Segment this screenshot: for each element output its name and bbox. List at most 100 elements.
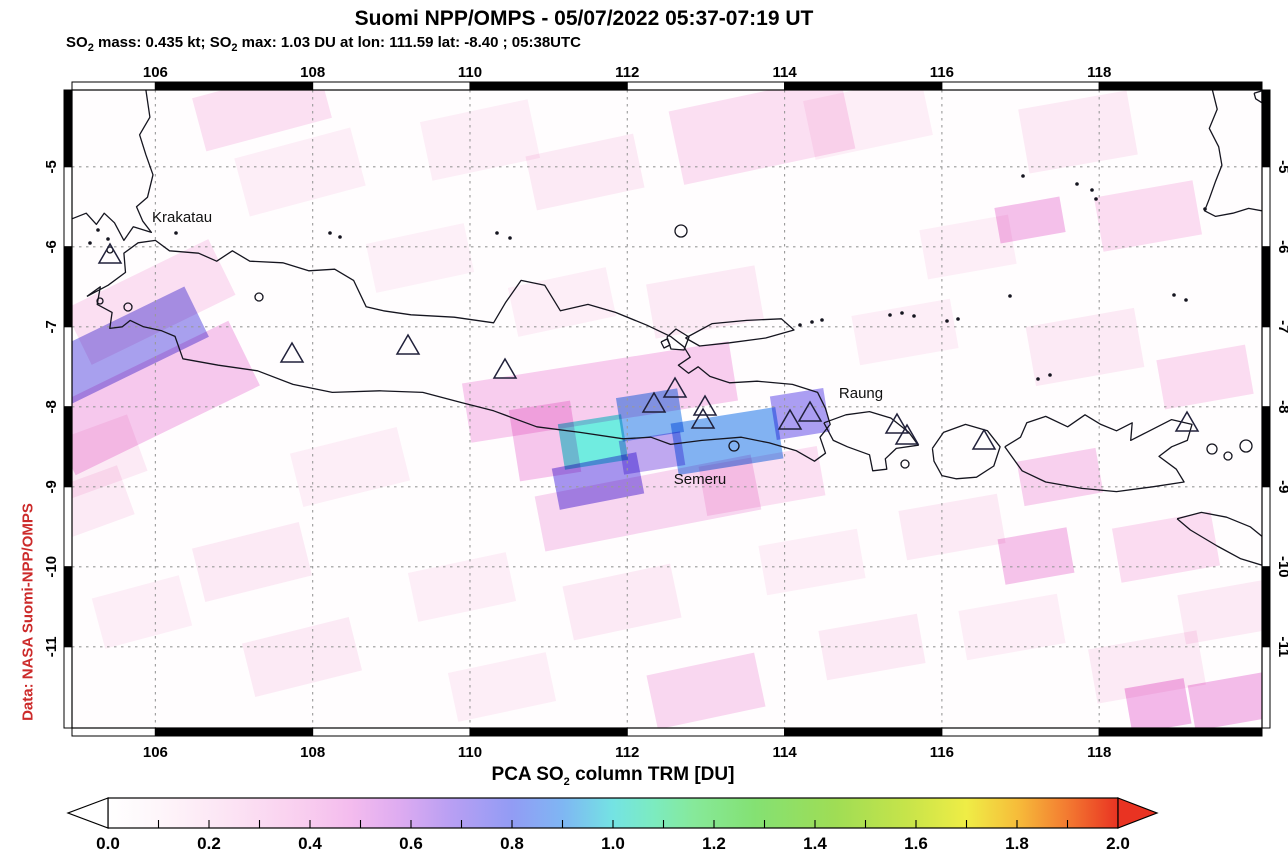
axis-tick-label: -9 — [43, 480, 60, 493]
so2-patch — [525, 133, 645, 211]
colorbar-tick-label: 1.2 — [702, 834, 726, 853]
axis-tick-label: -5 — [43, 160, 60, 173]
border-band-left — [63, 166, 73, 248]
islet-dot — [1075, 182, 1079, 186]
islet-dot — [174, 231, 178, 235]
so2-patch — [1111, 511, 1221, 583]
so2-patch — [758, 528, 866, 596]
border-band-bottom — [1098, 727, 1263, 737]
border-band-top — [71, 81, 156, 91]
coastline-islet — [666, 328, 690, 351]
islet-dot — [106, 237, 110, 241]
so2-patch — [91, 575, 193, 649]
so2-patch — [1177, 579, 1262, 645]
volcano-marker — [97, 242, 123, 264]
so2-patch — [615, 388, 685, 442]
border-band-bottom — [626, 727, 786, 737]
border-band-left — [63, 89, 73, 168]
border-band-right — [1261, 486, 1271, 568]
volcano-marker — [692, 394, 718, 416]
figure-title: Suomi NPP/OMPS - 05/07/2022 05:37-07:19 … — [354, 7, 814, 30]
coastline — [72, 90, 154, 242]
islet-outline — [123, 302, 133, 312]
volcano-label: Semeru — [674, 471, 727, 488]
so2-patch — [241, 617, 363, 697]
islet-dot — [1048, 373, 1052, 377]
border-band-left — [63, 486, 73, 568]
text-part: mass: 0.435 kt; SO — [93, 34, 232, 51]
islet-outline — [96, 297, 104, 305]
volcano-label: Krakatau — [152, 209, 212, 226]
border-band-bottom — [941, 727, 1100, 737]
gridlines — [72, 90, 1262, 728]
coastline-layer — [72, 90, 1262, 566]
axis-tick-label: 110 — [458, 744, 482, 761]
map-frame — [71, 89, 1263, 729]
so2-patch — [191, 522, 313, 602]
islet-dot — [810, 320, 814, 324]
axis-tick-label: 106 — [143, 64, 168, 81]
so2-patch — [365, 223, 475, 293]
so2-patch — [1018, 90, 1138, 174]
border-band-right — [1261, 246, 1271, 328]
volcano-label: Raung — [839, 385, 883, 402]
so2-patch — [851, 298, 959, 366]
islet-dot — [1184, 298, 1188, 302]
so2-patch — [1025, 307, 1145, 387]
border-band-left — [63, 326, 73, 408]
axis-tick-label: 108 — [300, 744, 325, 761]
colorbar-overflow-arrow — [1117, 797, 1159, 829]
border-band-right — [1261, 566, 1271, 648]
coastline — [823, 410, 919, 472]
border-band-right — [1261, 406, 1271, 488]
border-band-top — [154, 81, 314, 91]
islet-outline — [900, 459, 910, 469]
text-part: PCA SO — [491, 764, 564, 785]
so2-patch — [507, 267, 617, 337]
volcano-marker — [279, 341, 305, 363]
border-band-left — [63, 646, 73, 729]
border-band-bottom — [312, 727, 471, 737]
volcano-marker — [884, 412, 910, 434]
volcano-marker — [971, 428, 997, 450]
coastline — [931, 423, 1001, 480]
axis-tick-label: 114 — [772, 744, 797, 761]
islet-outline — [674, 224, 688, 238]
so2-patch — [1156, 344, 1254, 410]
axis-tick-label: -7 — [43, 320, 60, 333]
islet-dot — [912, 314, 916, 318]
so2-patch — [898, 493, 1006, 561]
colorbar-tick-label: 1.6 — [904, 834, 928, 853]
volcano-marker — [1174, 410, 1200, 432]
coastline — [685, 318, 795, 347]
axis-tick-label: 116 — [930, 64, 954, 81]
subscript: 2 — [231, 42, 238, 54]
so2-patch — [447, 652, 557, 722]
volcano-marker — [395, 333, 421, 355]
text-part: column TRM [DU] — [569, 764, 735, 785]
volcano-marker — [797, 400, 823, 422]
islet-outline — [1206, 443, 1218, 455]
so2-patch — [419, 99, 541, 181]
border-band-left — [63, 406, 73, 488]
islet-dot — [888, 313, 892, 317]
islet-dot — [1090, 188, 1094, 192]
volcano-marker — [641, 391, 667, 413]
colorbar-tick-label: 0.2 — [197, 834, 221, 853]
colorbar-tick-label: 1.0 — [601, 834, 625, 853]
islet-dot — [798, 323, 802, 327]
islet-dot — [820, 318, 824, 322]
coastline — [1253, 90, 1262, 104]
axis-tick-label: 106 — [143, 744, 168, 761]
islet-dot — [508, 236, 512, 240]
axis-tick-label: -8 — [43, 400, 60, 413]
volcano-marker — [894, 423, 920, 445]
coastline — [86, 239, 831, 462]
colorbar-title: PCA SO2 column TRM [DU] — [313, 764, 913, 788]
colorbar-tick-label: 0.8 — [500, 834, 524, 853]
text-part: SO — [66, 34, 88, 51]
islet-dot — [1036, 377, 1040, 381]
volcano-marker — [777, 408, 803, 430]
axis-tick-label: -10 — [1275, 556, 1288, 578]
so2-patch — [646, 652, 766, 728]
